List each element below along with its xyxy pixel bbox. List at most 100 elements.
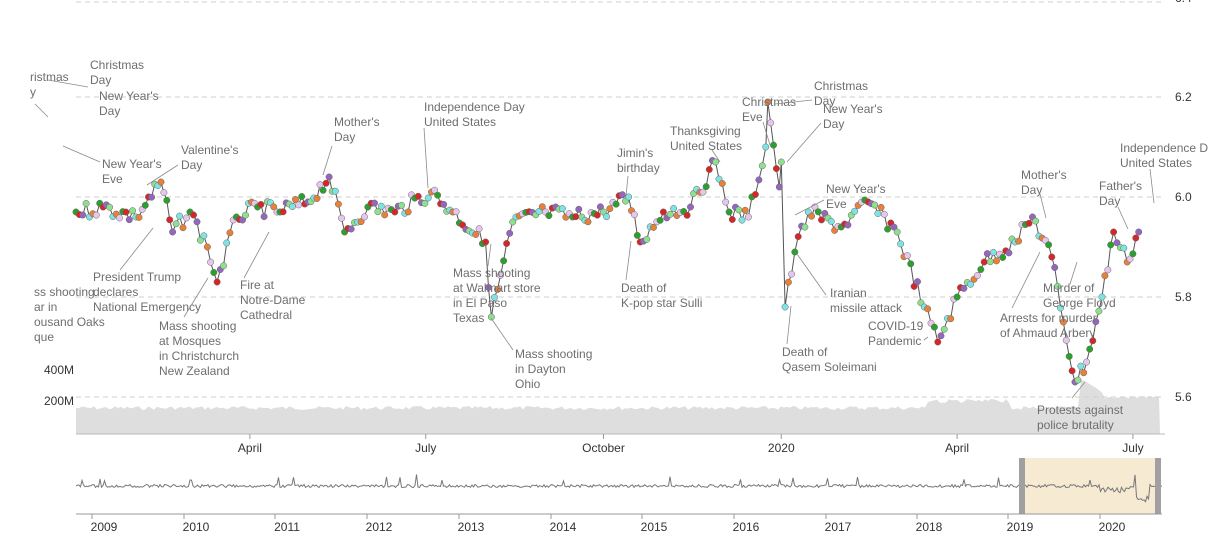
annotation-text: Fire at	[240, 278, 275, 292]
x-tick-label: April	[238, 441, 262, 455]
annotation-text: New Year's	[823, 102, 883, 116]
annotation-leader	[711, 149, 721, 163]
annotation-text: New Year's	[99, 89, 159, 103]
data-point	[772, 165, 780, 173]
overview-brush[interactable]: 2009 2010 2011 2012 2013 2014 2015 2016 2017 2018…	[75, 458, 1163, 534]
data-point	[940, 325, 948, 333]
annotation-text: birthday	[617, 161, 660, 175]
data-point	[260, 213, 268, 221]
data-point	[953, 293, 961, 301]
series-points	[72, 98, 1143, 386]
annotation-leader	[487, 243, 492, 267]
data-point	[207, 258, 215, 266]
data-point	[770, 141, 777, 149]
data-point	[818, 216, 825, 224]
annotation-text: Day	[1099, 194, 1120, 208]
data-point	[190, 211, 197, 219]
data-point	[319, 186, 327, 194]
data-point	[781, 303, 789, 311]
annotation-text: missile attack	[830, 301, 903, 315]
data-point	[827, 217, 835, 225]
data-point	[347, 225, 355, 233]
annotation-text: Death of	[782, 345, 828, 359]
annotation-leader	[1149, 168, 1155, 204]
annotation-text: Day	[1021, 183, 1042, 197]
annotation-text: Day	[814, 94, 835, 108]
data-point	[989, 248, 997, 256]
annotation-leader	[146, 164, 179, 186]
data-point	[1065, 352, 1073, 360]
data-point	[440, 200, 448, 208]
x-axis: April July October 2020 April July	[76, 433, 1165, 455]
annotation-text: Jimin's	[617, 146, 653, 160]
data-point	[683, 211, 691, 219]
data-point	[381, 211, 389, 219]
data-point	[475, 225, 483, 233]
annotation-leader	[786, 122, 822, 163]
overview-tick-label: 2012	[366, 520, 393, 534]
y-tick-label: 6.2	[1175, 90, 1192, 104]
data-point	[725, 208, 733, 216]
data-point	[1074, 376, 1082, 384]
data-point	[424, 194, 432, 202]
data-point	[625, 193, 633, 201]
data-point	[322, 179, 330, 187]
data-point	[160, 189, 168, 197]
annotation-text: Mass shooting	[453, 266, 530, 280]
data-point	[851, 207, 859, 215]
y-tick-label: 5.6	[1175, 390, 1192, 404]
data-point	[777, 158, 785, 166]
brush-handle-left[interactable]	[1019, 458, 1025, 514]
y-tick-label-partial: 6.4	[1175, 0, 1192, 5]
data-point	[183, 214, 190, 222]
data-point	[1104, 266, 1112, 274]
data-point	[288, 203, 296, 211]
data-point	[893, 228, 901, 236]
data-point	[612, 200, 620, 208]
data-point	[404, 208, 412, 216]
data-point	[1051, 264, 1059, 271]
annotation-text: President Trump	[93, 270, 181, 284]
annotation-text: in Dayton	[515, 362, 566, 376]
data-point	[558, 205, 566, 213]
data-point	[179, 224, 187, 232]
data-point	[755, 176, 763, 184]
data-point	[82, 200, 90, 207]
data-point	[1048, 253, 1056, 261]
data-point	[718, 180, 726, 187]
data-point	[603, 213, 611, 221]
data-point	[643, 235, 651, 243]
annotation-text: New Year's	[826, 182, 886, 196]
annotation-text: Day	[823, 117, 844, 131]
data-point	[744, 213, 752, 221]
data-point	[166, 216, 174, 224]
data-point	[374, 208, 382, 216]
data-point	[1059, 318, 1067, 326]
data-point	[1092, 318, 1100, 326]
annotation-text: Father's	[1099, 179, 1142, 193]
data-point	[983, 250, 991, 258]
overview-line	[75, 474, 1163, 503]
data-point	[497, 271, 504, 279]
annotation-text: in Christchurch	[159, 349, 239, 363]
data-point	[1098, 293, 1106, 301]
annotation-text: George Floyd	[1043, 296, 1116, 310]
brush-handle-right[interactable]	[1155, 458, 1161, 514]
annotation-leader	[1011, 251, 1041, 309]
overview-tick-label: 2016	[733, 520, 760, 534]
data-point	[767, 119, 775, 127]
annotation-text: Day	[181, 158, 202, 172]
data-point	[500, 257, 508, 265]
annotation-text: New Year's	[102, 157, 162, 171]
data-point	[169, 228, 177, 236]
overview-tick-label: 2011	[274, 520, 300, 534]
